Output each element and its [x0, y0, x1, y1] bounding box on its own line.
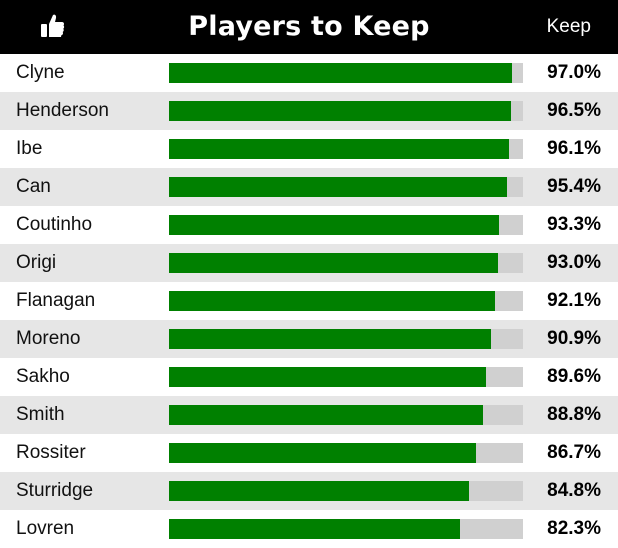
table-row: Flanagan 92.1% [0, 282, 618, 320]
keep-bar [169, 481, 470, 501]
keep-bar [169, 443, 476, 463]
player-name: Origi [16, 252, 57, 273]
player-name: Smith [16, 404, 65, 425]
chart-title: Players to Keep [188, 11, 430, 42]
keep-bar [169, 139, 510, 159]
bar-track [169, 519, 523, 539]
player-rows: Clyne 97.0% Henderson 96.5% Ibe 96.1% Can 95.4%… [0, 54, 618, 548]
player-name: Coutinho [16, 214, 93, 235]
keep-bar [169, 177, 507, 197]
table-row: Origi 93.0% [0, 244, 618, 282]
player-name: Rossiter [16, 442, 86, 463]
player-name: Clyne [16, 62, 65, 83]
bar-track [169, 443, 523, 463]
keep-bar [169, 253, 499, 273]
bar-track [169, 63, 523, 83]
player-name: Lovren [16, 518, 75, 539]
keep-bar [169, 291, 496, 311]
keep-percentage: 84.8% [547, 480, 601, 501]
keep-column-header: Keep [546, 16, 591, 37]
bar-track [169, 405, 523, 425]
thumbs-up-icon [41, 14, 65, 37]
keep-bar [169, 519, 461, 539]
table-row: Sakho 89.6% [0, 358, 618, 396]
keep-bar [169, 63, 513, 83]
table-row: Coutinho 93.3% [0, 206, 618, 244]
keep-percentage: 96.1% [547, 138, 601, 159]
bar-track [169, 101, 523, 121]
bar-track [169, 291, 523, 311]
player-name: Henderson [16, 100, 109, 121]
table-row: Moreno 90.9% [0, 320, 618, 358]
player-name: Sakho [16, 366, 70, 387]
table-row: Ibe 96.1% [0, 130, 618, 168]
bar-track [169, 215, 523, 235]
keep-percentage: 93.3% [547, 214, 601, 235]
bar-track [169, 329, 523, 349]
keep-bar [169, 329, 491, 349]
keep-percentage: 86.7% [547, 442, 601, 463]
table-row: Sturridge 84.8% [0, 472, 618, 510]
player-name: Sturridge [16, 480, 94, 501]
bar-track [169, 139, 523, 159]
keep-percentage: 82.3% [547, 518, 601, 539]
keep-bar [169, 405, 484, 425]
keep-percentage: 92.1% [547, 290, 601, 311]
bar-track [169, 481, 523, 501]
table-row: Lovren 82.3% [0, 510, 618, 548]
table-row: Smith 88.8% [0, 396, 618, 434]
bar-track [169, 253, 523, 273]
player-name: Can [16, 176, 51, 197]
table-row: Can 95.4% [0, 168, 618, 206]
table-row: Clyne 97.0% [0, 54, 618, 92]
player-name: Moreno [16, 328, 81, 349]
keep-percentage: 97.0% [547, 62, 601, 83]
table-row: Henderson 96.5% [0, 92, 618, 130]
bar-track [169, 177, 523, 197]
keep-percentage: 96.5% [547, 100, 601, 121]
keep-bar [169, 215, 500, 235]
keep-percentage: 89.6% [547, 366, 601, 387]
keep-percentage: 90.9% [547, 328, 601, 349]
table-row: Rossiter 86.7% [0, 434, 618, 472]
chart-header: Players to Keep Keep [0, 0, 618, 54]
keep-percentage: 93.0% [547, 252, 601, 273]
keep-bar [169, 367, 487, 387]
keep-percentage: 95.4% [547, 176, 601, 197]
player-name: Ibe [16, 138, 43, 159]
player-name: Flanagan [16, 290, 96, 311]
keep-bar [169, 101, 511, 121]
keep-percentage: 88.8% [547, 404, 601, 425]
bar-track [169, 367, 523, 387]
